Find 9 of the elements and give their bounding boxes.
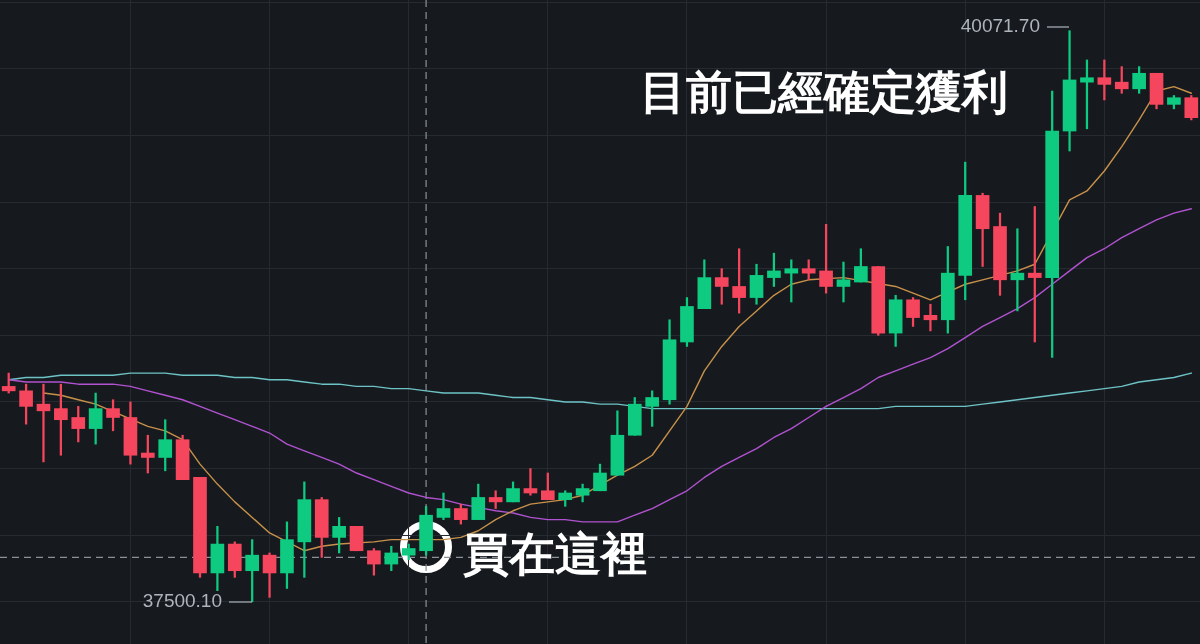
candlestick — [836, 261, 851, 303]
candlestick — [923, 303, 938, 332]
candlestick — [1010, 228, 1025, 312]
candlestick — [36, 383, 51, 463]
annotation: 買在這裡 — [463, 526, 647, 581]
annotation: 37500.10 — [142, 590, 222, 612]
candlestick — [523, 468, 538, 496]
annotation: 目前已經確定獲利 — [640, 64, 1008, 119]
annotation: 40071.70 — [960, 15, 1040, 37]
